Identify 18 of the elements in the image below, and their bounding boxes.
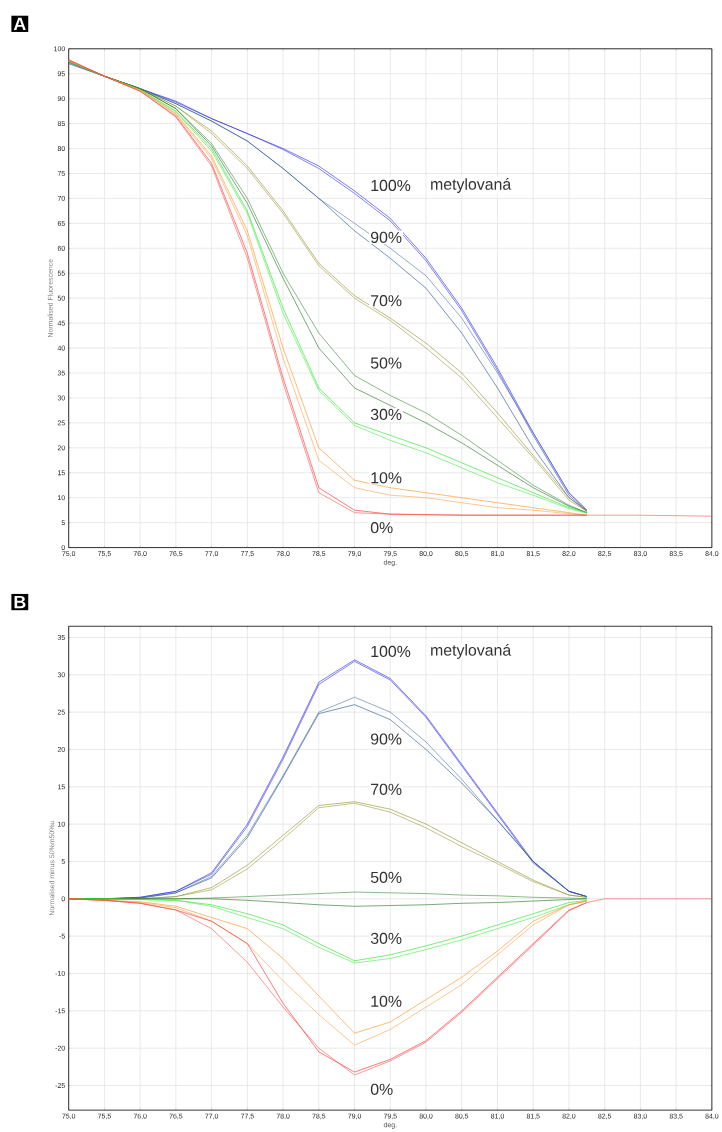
annotation: metylovaná bbox=[431, 177, 512, 193]
annotation: 100% bbox=[371, 645, 411, 658]
annotation: 0% bbox=[370, 1083, 393, 1095]
annotation: 50% bbox=[370, 871, 402, 883]
annotation: 90% bbox=[371, 733, 402, 745]
annotation: 70% bbox=[371, 783, 402, 795]
annotation: metylovaná bbox=[431, 643, 512, 659]
annotation: 10% bbox=[371, 995, 402, 1007]
annotation: 0% bbox=[370, 522, 393, 534]
annotation: 70% bbox=[371, 295, 402, 307]
chart-title: B bbox=[14, 595, 26, 609]
annotation: 100% bbox=[371, 179, 411, 192]
annotation: 10% bbox=[371, 472, 402, 484]
annotation: 50% bbox=[370, 357, 402, 369]
annotation: 90% bbox=[371, 231, 402, 243]
annotation: 30% bbox=[370, 408, 402, 421]
chart-title: A bbox=[13, 17, 26, 30]
annotation: 30% bbox=[370, 932, 402, 944]
